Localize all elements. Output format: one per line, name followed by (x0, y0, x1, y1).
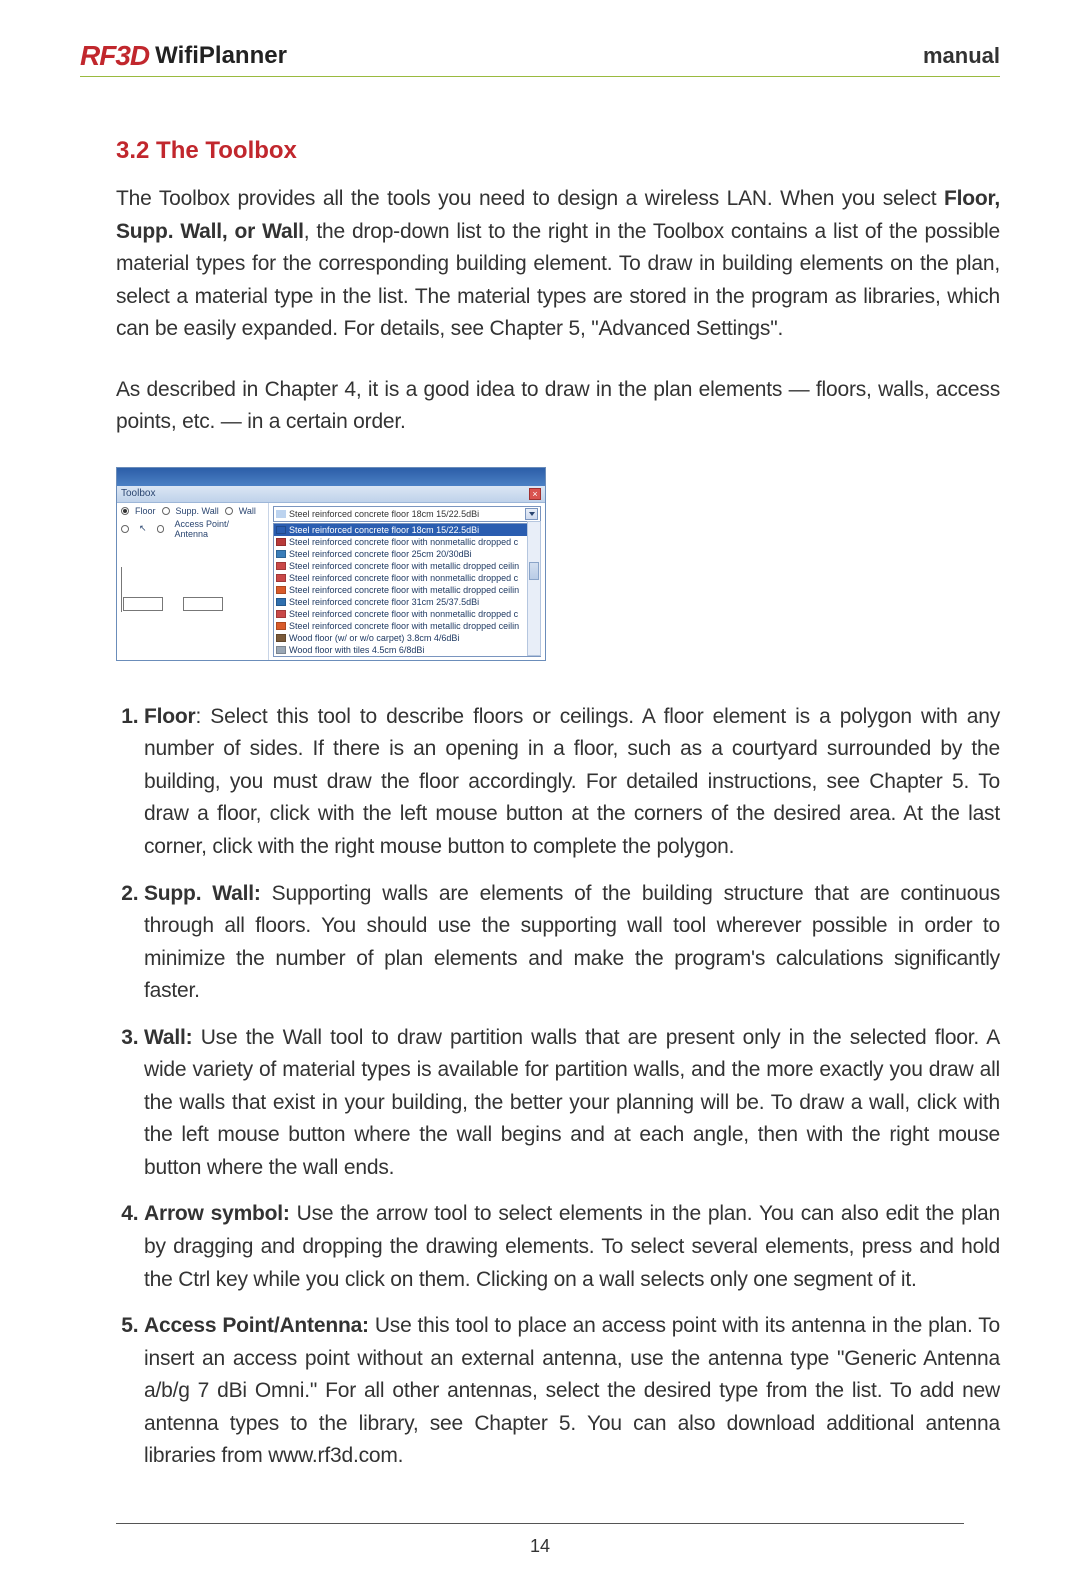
footer-rule (116, 1523, 964, 1524)
radio-label: Wall (239, 506, 256, 516)
item-text: Use the Wall tool to draw partition wall… (144, 1026, 1000, 1179)
material-item-label: Steel reinforced concrete floor 31cm 25/… (289, 596, 479, 608)
item-text: : Select this tool to describe floors or… (144, 705, 1000, 858)
list-item: Wall: Use the Wall tool to draw partitio… (144, 1022, 1000, 1185)
color-swatch (276, 598, 286, 606)
color-swatch (276, 586, 286, 594)
material-list-item[interactable]: Steel reinforced concrete floor with non… (274, 536, 540, 548)
list-item: Arrow symbol: Use the arrow tool to sele… (144, 1198, 1000, 1296)
radio-floor[interactable] (121, 507, 129, 515)
material-list-item[interactable]: Steel reinforced concrete floor with non… (274, 572, 540, 584)
page-number: 14 (80, 1536, 1000, 1557)
radio-wall[interactable] (225, 507, 233, 515)
color-swatch (276, 526, 286, 534)
list-item: Access Point/Antenna: Use this tool to p… (144, 1310, 1000, 1473)
toolbox-right-panel: Steel reinforced concrete floor 18cm 15/… (269, 503, 545, 660)
material-list-item[interactable]: Steel reinforced concrete floor 18cm 15/… (274, 524, 540, 536)
logo: RF3D WifiPlanner (80, 40, 287, 72)
material-item-label: Steel reinforced concrete floor with non… (289, 572, 518, 584)
color-swatch (276, 550, 286, 558)
material-item-label: Steel reinforced concrete floor with non… (289, 608, 518, 620)
item-title: Floor (144, 705, 196, 728)
material-list-item[interactable]: Steel reinforced concrete floor 25cm 20/… (274, 548, 540, 560)
item-title: Wall: (144, 1026, 192, 1049)
material-item-label: Steel reinforced concrete floor with met… (289, 560, 519, 572)
item-title: Access Point/Antenna: (144, 1314, 369, 1337)
toolbox-titlebar: Toolbox × (117, 486, 545, 503)
toolbox-screenshot: Toolbox × Floor Supp. Wall Wall ↖ Access… (116, 467, 1000, 661)
item-title: Supp. Wall: (144, 882, 261, 905)
intro-paragraph-2: As described in Chapter 4, it is a good … (116, 374, 1000, 439)
material-item-label: Wood floor with tiles 4.5cm 6/8dBi (289, 644, 424, 656)
material-list-item[interactable]: Wood floor (w/ or w/o carpet) 3.8cm 4/6d… (274, 632, 540, 644)
material-list-item[interactable]: Steel reinforced concrete floor with met… (274, 620, 540, 632)
color-swatch (276, 646, 286, 654)
arrow-icon: ↖ (139, 523, 147, 534)
logo-text: WifiPlanner (155, 42, 287, 70)
material-list-item[interactable]: Steel reinforced concrete floor 31cm 25/… (274, 596, 540, 608)
item-title: Arrow symbol: (144, 1202, 290, 1225)
color-swatch (276, 510, 286, 518)
toolbox-window: Toolbox × Floor Supp. Wall Wall ↖ Access… (116, 467, 546, 661)
tool-list: Floor: Select this tool to describe floo… (116, 701, 1000, 1473)
drawing-preview (121, 567, 264, 617)
scrollbar[interactable] (527, 521, 541, 656)
radio-label: Floor (135, 506, 156, 516)
toolbox-title: Toolbox (121, 488, 155, 499)
color-swatch (276, 538, 286, 546)
logo-mark: RF3D (80, 40, 149, 72)
color-swatch (276, 610, 286, 618)
material-item-label: Steel reinforced concrete floor 18cm 15/… (289, 524, 479, 536)
page-header: RF3D WifiPlanner manual (80, 40, 1000, 77)
toolbox-left-panel: Floor Supp. Wall Wall ↖ Access Point/ An… (117, 503, 269, 660)
color-swatch (276, 562, 286, 570)
color-swatch (276, 622, 286, 630)
radio-label: Supp. Wall (176, 506, 219, 516)
material-list[interactable]: Steel reinforced concrete floor 18cm 15/… (273, 523, 541, 657)
scroll-thumb[interactable] (529, 562, 539, 580)
material-item-label: Steel reinforced concrete floor 25cm 20/… (289, 548, 472, 560)
material-combo[interactable]: Steel reinforced concrete floor 18cm 15/… (273, 506, 541, 522)
material-item-label: Steel reinforced concrete floor with non… (289, 536, 518, 548)
chevron-down-icon[interactable] (525, 508, 538, 520)
radio-arrow[interactable] (121, 525, 129, 533)
material-item-label: Steel reinforced concrete floor with met… (289, 584, 519, 596)
radio-ap[interactable] (157, 525, 165, 533)
combo-text: Steel reinforced concrete floor 18cm 15/… (289, 509, 479, 519)
list-item: Floor: Select this tool to describe floo… (144, 701, 1000, 864)
material-list-item[interactable]: Wood floor with tiles 4.5cm 6/8dBi (274, 644, 540, 656)
list-item: Supp. Wall: Supporting walls are element… (144, 878, 1000, 1008)
manual-label: manual (923, 43, 1000, 69)
material-item-label: Steel reinforced concrete floor with met… (289, 620, 519, 632)
window-titlebar (117, 468, 545, 486)
color-swatch (276, 574, 286, 582)
material-list-item[interactable]: Steel reinforced concrete floor with met… (274, 584, 540, 596)
material-list-item[interactable]: Steel reinforced concrete floor with met… (274, 560, 540, 572)
material-list-item[interactable]: Steel reinforced concrete floor with non… (274, 608, 540, 620)
color-swatch (276, 634, 286, 642)
radio-supp-wall[interactable] (162, 507, 170, 515)
radio-label: Access Point/ Antenna (174, 519, 264, 539)
material-item-label: Wood floor (w/ or w/o carpet) 3.8cm 4/6d… (289, 632, 459, 644)
close-icon[interactable]: × (529, 488, 541, 500)
text: The Toolbox provides all the tools you n… (116, 187, 944, 210)
item-text: Supporting walls are elements of the bui… (144, 882, 1000, 1003)
section-title: 3.2 The Toolbox (116, 137, 1000, 165)
intro-paragraph-1: The Toolbox provides all the tools you n… (116, 183, 1000, 346)
